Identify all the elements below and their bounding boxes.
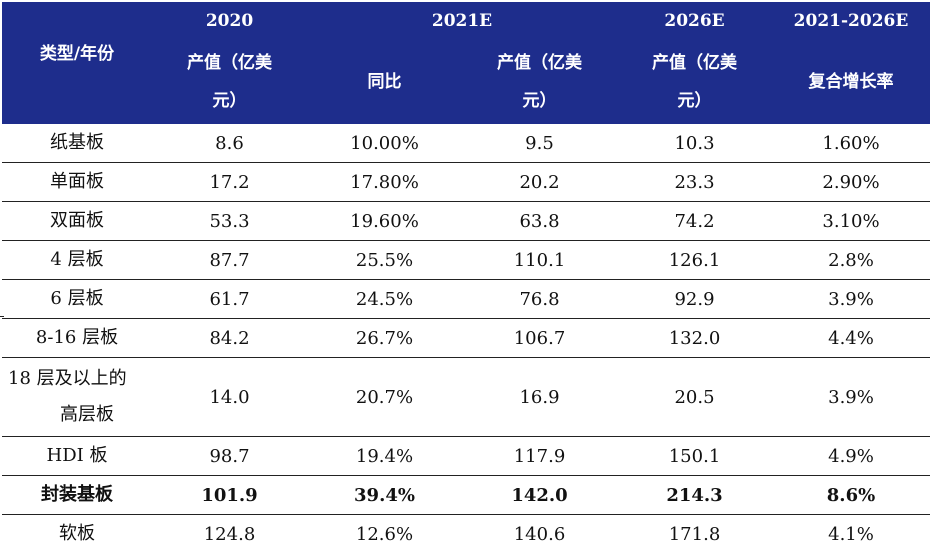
cell-v2021e: 140.6 bbox=[462, 515, 617, 553]
cell-yoy: 17.80% bbox=[307, 163, 462, 202]
cell-v2026e: 20.5 bbox=[617, 358, 772, 437]
cell-v2021e: 16.9 bbox=[462, 358, 617, 437]
header-row-metrics: 类型/年份 产值（亿美元） 同比 产值（亿美元） 产值（亿美元） 复合增长率 bbox=[2, 40, 930, 124]
cell-cagr: 3.9% bbox=[772, 358, 930, 437]
cell-type: 4 层板 bbox=[2, 241, 152, 280]
cell-v2020: 87.7 bbox=[152, 241, 307, 280]
cell-type: 18 层及以上的高层板 bbox=[2, 358, 152, 437]
cell-cagr: 3.9% bbox=[772, 280, 930, 319]
cell-v2020: 101.9 bbox=[152, 476, 307, 515]
cell-cagr: 8.6% bbox=[772, 476, 930, 515]
cell-v2021e: 106.7 bbox=[462, 319, 617, 358]
cell-type: HDI 板 bbox=[2, 437, 152, 476]
header-year-range: 2021-2026E bbox=[772, 2, 930, 40]
cell-v2021e: 110.1 bbox=[462, 241, 617, 280]
cell-v2021e: 9.5 bbox=[462, 124, 617, 163]
cell-cagr: 1.60% bbox=[772, 124, 930, 163]
header-output-2026e: 产值（亿美元） bbox=[617, 40, 772, 124]
cell-v2026e: 132.0 bbox=[617, 319, 772, 358]
cell-v2020: 8.6 bbox=[152, 124, 307, 163]
cell-type: 6 层板 bbox=[2, 280, 152, 319]
cell-cagr: 4.1% bbox=[772, 515, 930, 553]
header-year-2020: 2020 bbox=[152, 2, 307, 40]
cell-type: 软板 bbox=[2, 515, 152, 553]
cell-v2021e: 20.2 bbox=[462, 163, 617, 202]
cell-type: 封装基板 bbox=[2, 476, 152, 515]
header-year-2026e: 2026E bbox=[617, 2, 772, 40]
cell-cagr: 2.8% bbox=[772, 241, 930, 280]
cell-v2021e: 142.0 bbox=[462, 476, 617, 515]
cell-v2021e: 63.8 bbox=[462, 202, 617, 241]
header-output-2021e: 产值（亿美元） bbox=[462, 40, 617, 124]
cell-yoy: 19.4% bbox=[307, 437, 462, 476]
cell-cagr: 3.10% bbox=[772, 202, 930, 241]
cell-cagr: 4.9% bbox=[772, 437, 930, 476]
header-cagr: 复合增长率 bbox=[772, 40, 930, 124]
cell-v2020: 84.2 bbox=[152, 319, 307, 358]
cell-v2026e: 171.8 bbox=[617, 515, 772, 553]
cell-v2020: 98.7 bbox=[152, 437, 307, 476]
header-row-years: 2020 2021E 2026E 2021-2026E bbox=[2, 2, 930, 40]
cell-v2026e: 150.1 bbox=[617, 437, 772, 476]
header-yoy: 同比 bbox=[307, 40, 462, 124]
cell-v2021e: 76.8 bbox=[462, 280, 617, 319]
cell-yoy: 12.6% bbox=[307, 515, 462, 553]
cell-v2026e: 214.3 bbox=[617, 476, 772, 515]
cell-v2021e: 117.9 bbox=[462, 437, 617, 476]
cell-type: 双面板 bbox=[2, 202, 152, 241]
cell-v2020: 17.2 bbox=[152, 163, 307, 202]
cell-v2026e: 92.9 bbox=[617, 280, 772, 319]
cell-yoy: 19.60% bbox=[307, 202, 462, 241]
cell-cagr: 2.90% bbox=[772, 163, 930, 202]
cell-v2026e: 23.3 bbox=[617, 163, 772, 202]
cell-type: 8-16 层板 bbox=[2, 319, 152, 358]
cell-type: 单面板 bbox=[2, 163, 152, 202]
cell-v2020: 53.3 bbox=[152, 202, 307, 241]
cell-yoy: 26.7% bbox=[307, 319, 462, 358]
cell-type: 纸基板 bbox=[2, 124, 152, 163]
cell-yoy: 20.7% bbox=[307, 358, 462, 437]
cell-v2026e: 10.3 bbox=[617, 124, 772, 163]
cell-yoy: 24.5% bbox=[307, 280, 462, 319]
cell-v2026e: 126.1 bbox=[617, 241, 772, 280]
header-year-2021e: 2021E bbox=[307, 2, 617, 40]
header-blank bbox=[2, 2, 152, 40]
cell-v2026e: 74.2 bbox=[617, 202, 772, 241]
cell-v2020: 61.7 bbox=[152, 280, 307, 319]
cell-cagr: 4.4% bbox=[772, 319, 930, 358]
cell-v2020: 14.0 bbox=[152, 358, 307, 437]
cell-yoy: 25.5% bbox=[307, 241, 462, 280]
cell-v2020: 124.8 bbox=[152, 515, 307, 553]
header-category: 类型/年份 bbox=[2, 40, 152, 124]
cell-yoy: 39.4% bbox=[307, 476, 462, 515]
cell-yoy: 10.00% bbox=[307, 124, 462, 163]
header-output-2020: 产值（亿美元） bbox=[152, 40, 307, 124]
